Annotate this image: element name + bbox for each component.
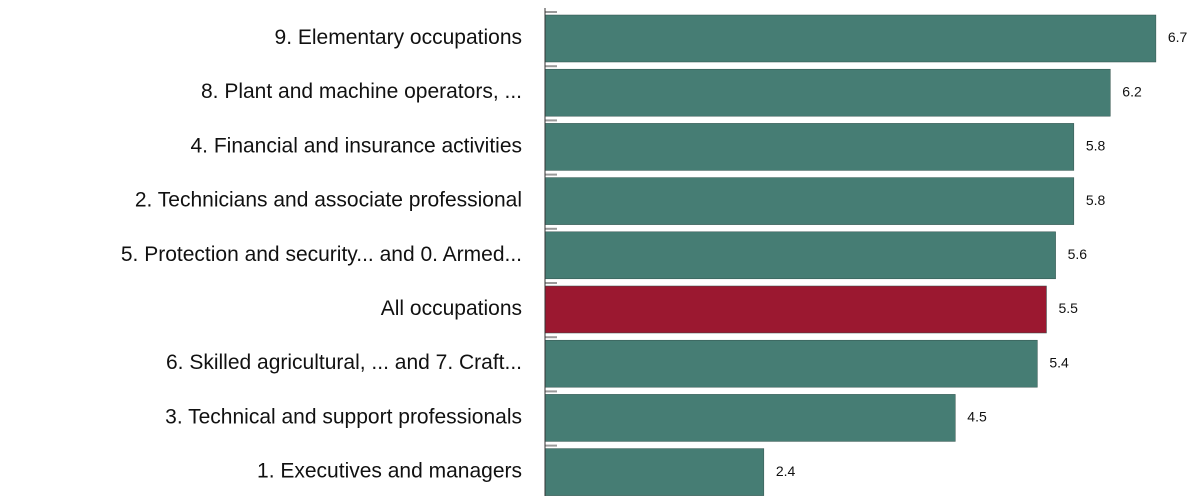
bar [544, 394, 956, 442]
bar [544, 339, 1038, 388]
value-label: 6.7 [1168, 29, 1188, 45]
value-label: 6.2 [1122, 83, 1142, 99]
bar [544, 448, 765, 496]
bar [544, 68, 1111, 117]
y-tick-label: 4. Financial and insurance activities [190, 134, 522, 157]
y-tick-label: 8. Plant and machine operators, ... [201, 80, 522, 103]
value-label: 5.5 [1058, 300, 1078, 316]
bar [544, 177, 1075, 225]
value-label: 5.4 [1049, 354, 1069, 370]
y-tick-label: All occupations [381, 297, 522, 320]
y-tick-label: 5. Protection and security... and 0. Arm… [121, 243, 522, 266]
y-tick-label: 9. Elementary occupations [275, 26, 522, 49]
y-tick-label: 6. Skilled agricultural, ... and 7. Craf… [166, 351, 522, 374]
value-label: 5.8 [1086, 192, 1106, 208]
bar [544, 123, 1075, 171]
y-tick-label: 1. Executives and managers [257, 460, 522, 483]
bar [544, 14, 1157, 63]
bar [544, 285, 1047, 334]
y-tick-label: 3. Technical and support professionals [165, 405, 522, 428]
bar [544, 231, 1056, 280]
value-label: 5.8 [1086, 138, 1106, 154]
y-tick-label: 2. Technicians and associate professiona… [135, 189, 522, 212]
value-label: 4.5 [967, 409, 987, 425]
value-label: 5.6 [1068, 246, 1088, 262]
value-label: 2.4 [776, 463, 796, 479]
